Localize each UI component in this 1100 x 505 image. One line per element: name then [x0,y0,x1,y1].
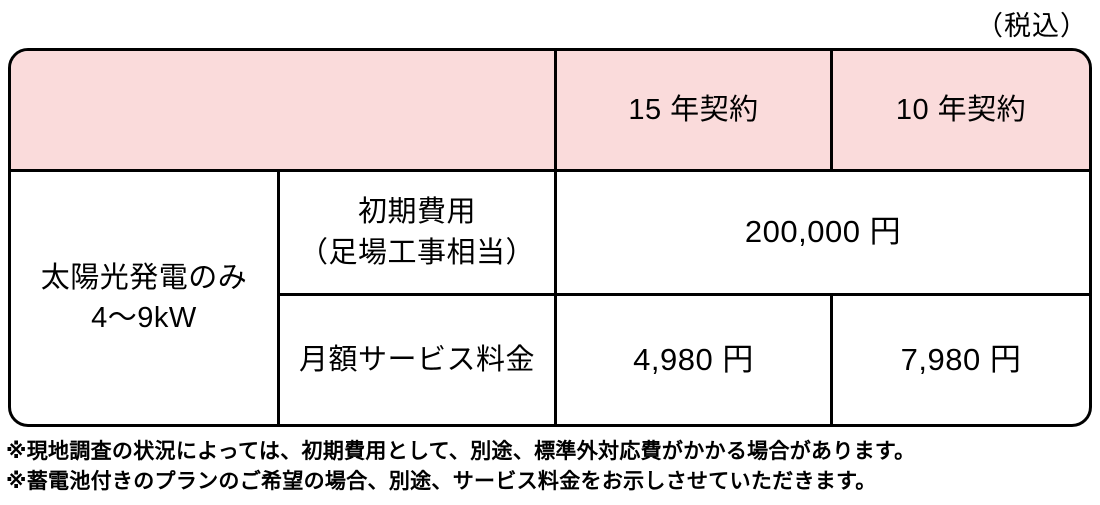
initial-cost-value: 200,000 円 [554,172,1089,296]
monthly-fee-label: 月額サービス料金 [277,296,554,424]
initial-cost-label: 初期費用 （足場工事相当） [277,172,554,296]
header-empty-cell [11,51,554,172]
initial-cost-label-line1: 初期費用 [357,196,476,229]
row-group-label-solar-only: 太陽光発電のみ 4～9kW [11,172,277,424]
row-group-label-line1: 太陽光発電のみ [40,261,248,294]
tax-included-note: （税込） [976,11,1088,41]
footnote-battery-plan: ※蓄電池付きのプランのご希望の場合、別途、サービス料金をお示しさせていただきます… [6,470,877,494]
monthly-fee-10year-value: 7,980 円 [830,296,1089,424]
footnotes: ※現地調査の状況によっては、初期費用として、別途、標準外対応費がかかる場合があり… [6,437,915,498]
header-15year-contract: 15 年契約 [554,51,830,172]
header-10year-contract: 10 年契約 [830,51,1089,172]
initial-cost-label-line2: （足場工事相当） [298,236,535,269]
footnote-site-survey: ※現地調査の状況によっては、初期費用として、別途、標準外対応費がかかる場合があり… [6,440,916,463]
monthly-fee-15year-value: 4,980 円 [554,296,830,424]
row-group-label-line2: 4～9kW [91,302,197,334]
pricing-table: 15 年契約 10 年契約 太陽光発電のみ 4～9kW 初期費用 （足場工事相当… [8,48,1092,427]
